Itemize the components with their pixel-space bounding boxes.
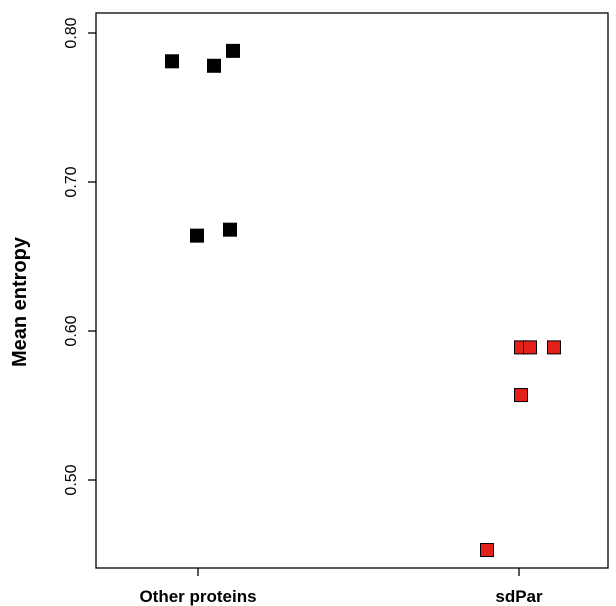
plot-frame [95,12,609,569]
data-point [523,340,537,355]
data-point [165,54,179,69]
y-axis: 0.50 0.60 0.70 0.80 [63,17,96,496]
data-point [547,340,561,355]
plot-border [95,12,609,569]
data-point [207,58,221,73]
y-tick-label: 0.50 [63,464,80,495]
data-point [514,388,528,403]
y-axis-title: Mean entropy [9,236,31,367]
x-axis: Other proteins sdPar [139,568,543,606]
data-point [480,543,494,558]
x-category-label: Other proteins [139,587,256,606]
y-tick-label: 0.60 [63,315,80,346]
data-points [165,43,561,558]
data-point [223,222,237,237]
y-tick-label: 0.80 [63,17,80,48]
data-point [190,228,204,243]
data-point [226,43,240,58]
x-category-label: sdPar [495,587,543,606]
y-tick-label: 0.70 [63,166,80,197]
